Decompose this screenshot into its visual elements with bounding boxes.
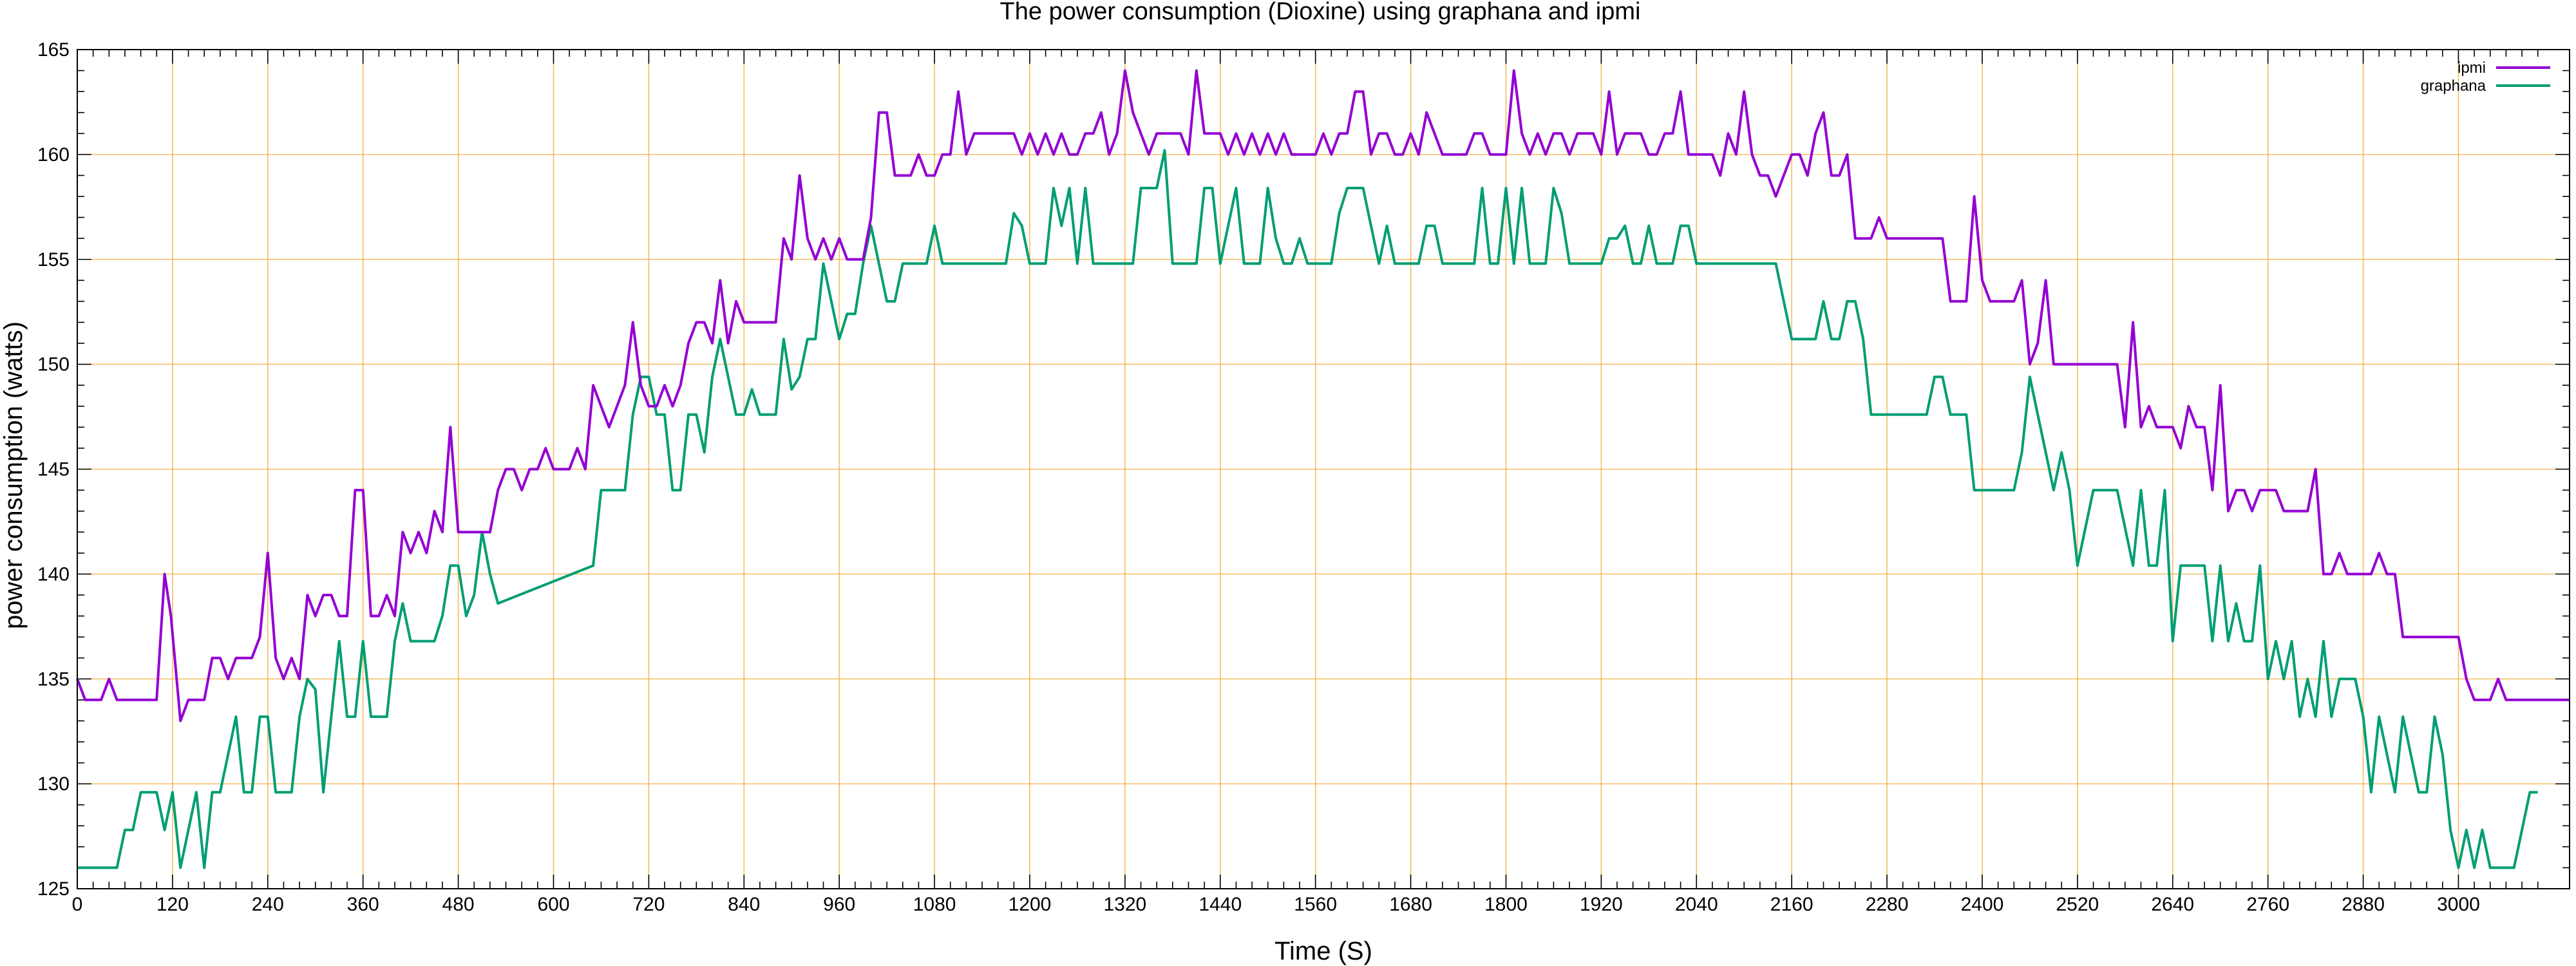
x-tick-label: 1440 [1198, 894, 1242, 915]
series-line-ipmi [76, 69, 2570, 723]
x-tick-label: 1080 [913, 894, 956, 915]
plot-frame [77, 49, 2570, 889]
x-tick-label: 2400 [1961, 894, 2004, 915]
y-tick-label: 130 [37, 773, 70, 795]
series-line-graphana [77, 149, 2538, 869]
x-tick-label: 2640 [2151, 894, 2194, 915]
x-tick-label: 840 [728, 894, 760, 915]
grid-lines [77, 50, 2570, 889]
x-tick-label: 2760 [2246, 894, 2289, 915]
x-tick-label: 2280 [1866, 894, 1909, 915]
y-tick-label: 165 [37, 39, 70, 61]
x-tick-label: 1200 [1009, 894, 1052, 915]
x-tick-label: 480 [442, 894, 475, 915]
y-tick-label: 125 [37, 878, 70, 900]
x-tick-label: 240 [252, 894, 284, 915]
legend: ipmi graphana [2421, 59, 2550, 95]
x-tick-label: 2160 [1770, 894, 1814, 915]
axis-ticks: 0 120 240 360 480 600 720 840 960 1080 1200 1320 144… [37, 39, 2570, 915]
x-tick-label: 720 [632, 894, 665, 915]
y-tick-label: 160 [37, 144, 70, 166]
x-tick-label: 2520 [2056, 894, 2099, 915]
x-tick-label: 1320 [1104, 894, 1147, 915]
series-lines [76, 69, 2570, 869]
y-tick-label: 155 [37, 249, 70, 270]
legend-label-ipmi: ipmi [2458, 59, 2486, 77]
y-tick-label: 140 [37, 564, 70, 585]
x-tick-label: 960 [823, 894, 855, 915]
x-tick-label: 0 [72, 894, 83, 915]
x-tick-label: 1920 [1580, 894, 1623, 915]
y-tick-label: 145 [37, 459, 70, 480]
x-axis-label: Time (S) [1274, 937, 1372, 965]
x-tick-label: 360 [347, 894, 379, 915]
chart-title: The power consumption (Dioxine) using gr… [1000, 0, 1641, 25]
x-tick-label: 3000 [2437, 894, 2480, 915]
x-tick-label: 1560 [1294, 894, 1337, 915]
x-tick-label: 2880 [2342, 894, 2385, 915]
legend-label-graphana: graphana [2421, 77, 2486, 95]
y-axis-label: power consumption (watts) [0, 321, 28, 629]
x-tick-label: 1800 [1484, 894, 1528, 915]
x-tick-label: 120 [156, 894, 189, 915]
x-tick-label: 1680 [1389, 894, 1432, 915]
x-tick-label: 600 [537, 894, 569, 915]
x-tick-label: 2040 [1675, 894, 1718, 915]
y-tick-label: 150 [37, 354, 70, 375]
y-tick-label: 135 [37, 668, 70, 690]
